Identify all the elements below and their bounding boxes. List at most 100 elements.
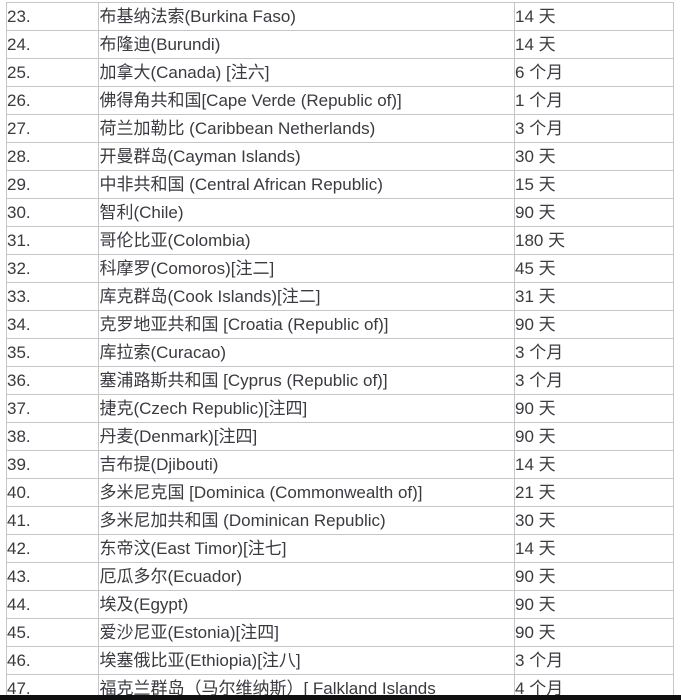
country-name-cell: 埃及(Egypt) [98,590,516,619]
row-number-cell: 45. [5,618,100,647]
stay-duration-cell: 3 个月 [514,366,674,395]
table-row: 30. 智利(Chile) 90 天 [5,198,674,227]
stay-duration-cell: 14 天 [514,2,674,31]
stay-duration-cell: 45 天 [514,254,674,283]
stay-duration-cell: 1 个月 [514,86,674,115]
row-number-cell: 34. [5,310,100,339]
table-row: 45. 爱沙尼亚(Estonia)[注四] 90 天 [5,618,674,647]
stay-duration-cell: 90 天 [514,562,674,591]
table-row: 23. 布基纳法索(Burkina Faso) 14 天 [5,2,674,31]
country-name-cell: 佛得角共和国[Cape Verde (Republic of)] [98,86,516,115]
stay-duration-cell: 3 个月 [514,646,674,675]
visa-free-countries-table: 23. 布基纳法索(Burkina Faso) 14 天 24. 布隆迪(Bur… [5,2,674,700]
table-row: 33. 库克群岛(Cook Islands)[注二] 31 天 [5,282,674,311]
stay-duration-cell: 90 天 [514,310,674,339]
country-name-cell: 布隆迪(Burundi) [98,30,516,59]
table-row: 34. 克罗地亚共和国 [Croatia (Republic of)] 90 天 [5,310,674,339]
table-row: 43. 厄瓜多尔(Ecuador) 90 天 [5,562,674,591]
table-row: 38. 丹麦(Denmark)[注四] 90 天 [5,422,674,451]
row-number-cell: 39. [5,450,100,479]
country-name-cell: 开曼群岛(Cayman Islands) [98,142,516,171]
row-number-cell: 30. [5,198,100,227]
bottom-edge-bar [0,695,681,700]
country-name-cell: 多米尼加共和国 (Dominican Republic) [98,506,516,535]
row-number-cell: 44. [5,590,100,619]
country-name-cell: 丹麦(Denmark)[注四] [98,422,516,451]
row-number-cell: 41. [5,506,100,535]
table-row: 39. 吉布提(Djibouti) 14 天 [5,450,674,479]
table-row: 24. 布隆迪(Burundi) 14 天 [5,30,674,59]
row-number-cell: 36. [5,366,100,395]
table-row: 40. 多米尼克国 [Dominica (Commonwealth of)] 2… [5,478,674,507]
country-name-cell: 塞浦路斯共和国 [Cyprus (Republic of)] [98,366,516,395]
stay-duration-cell: 6 个月 [514,58,674,87]
country-name-cell: 库拉索(Curacao) [98,338,516,367]
row-number-cell: 23. [5,2,100,31]
row-number-cell: 40. [5,478,100,507]
table-row: 27. 荷兰加勒比 (Caribbean Netherlands) 3 个月 [5,114,674,143]
row-number-cell: 31. [5,226,100,255]
row-number-cell: 32. [5,254,100,283]
table-row: 37. 捷克(Czech Republic)[注四] 90 天 [5,394,674,423]
country-name-cell: 埃塞俄比亚(Ethiopia)[注八] [98,646,516,675]
country-name-cell: 布基纳法索(Burkina Faso) [98,2,516,31]
country-name-cell: 厄瓜多尔(Ecuador) [98,562,516,591]
table-row: 41. 多米尼加共和国 (Dominican Republic) 30 天 [5,506,674,535]
stay-duration-cell: 14 天 [514,450,674,479]
country-name-cell: 哥伦比亚(Colombia) [98,226,516,255]
country-name-cell: 科摩罗(Comoros)[注二] [98,254,516,283]
country-name-cell: 库克群岛(Cook Islands)[注二] [98,282,516,311]
stay-duration-cell: 14 天 [514,30,674,59]
row-number-cell: 33. [5,282,100,311]
row-number-cell: 42. [5,534,100,563]
table-row: 32. 科摩罗(Comoros)[注二] 45 天 [5,254,674,283]
row-number-cell: 43. [5,562,100,591]
stay-duration-cell: 90 天 [514,590,674,619]
country-name-cell: 荷兰加勒比 (Caribbean Netherlands) [98,114,516,143]
table-body: 23. 布基纳法索(Burkina Faso) 14 天 24. 布隆迪(Bur… [5,2,674,700]
stay-duration-cell: 15 天 [514,170,674,199]
row-number-cell: 28. [5,142,100,171]
row-number-cell: 37. [5,394,100,423]
row-number-cell: 46. [5,646,100,675]
country-name-cell: 东帝汶(East Timor)[注七] [98,534,516,563]
stay-duration-cell: 90 天 [514,198,674,227]
country-name-cell: 吉布提(Djibouti) [98,450,516,479]
table-row: 29. 中非共和国 (Central African Republic) 15 … [5,170,674,199]
stay-duration-cell: 14 天 [514,534,674,563]
country-name-cell: 克罗地亚共和国 [Croatia (Republic of)] [98,310,516,339]
row-number-cell: 29. [5,170,100,199]
table-row: 31. 哥伦比亚(Colombia) 180 天 [5,226,674,255]
stay-duration-cell: 90 天 [514,394,674,423]
row-number-cell: 25. [5,58,100,87]
table-row: 36. 塞浦路斯共和国 [Cyprus (Republic of)] 3 个月 [5,366,674,395]
table-row: 44. 埃及(Egypt) 90 天 [5,590,674,619]
stay-duration-cell: 31 天 [514,282,674,311]
country-name-cell: 中非共和国 (Central African Republic) [98,170,516,199]
stay-duration-cell: 3 个月 [514,338,674,367]
stay-duration-cell: 180 天 [514,226,674,255]
table-row: 42. 东帝汶(East Timor)[注七] 14 天 [5,534,674,563]
stay-duration-cell: 90 天 [514,422,674,451]
table-row: 28. 开曼群岛(Cayman Islands) 30 天 [5,142,674,171]
row-number-cell: 38. [5,422,100,451]
country-name-cell: 捷克(Czech Republic)[注四] [98,394,516,423]
stay-duration-cell: 90 天 [514,618,674,647]
table-row: 46. 埃塞俄比亚(Ethiopia)[注八] 3 个月 [5,646,674,675]
stay-duration-cell: 30 天 [514,142,674,171]
country-name-cell: 爱沙尼亚(Estonia)[注四] [98,618,516,647]
table-row: 25. 加拿大(Canada) [注六] 6 个月 [5,58,674,87]
row-number-cell: 27. [5,114,100,143]
table-row: 26. 佛得角共和国[Cape Verde (Republic of)] 1 个… [5,86,674,115]
country-name-cell: 多米尼克国 [Dominica (Commonwealth of)] [98,478,516,507]
country-name-cell: 智利(Chile) [98,198,516,227]
stay-duration-cell: 3 个月 [514,114,674,143]
row-number-cell: 26. [5,86,100,115]
stay-duration-cell: 30 天 [514,506,674,535]
stay-duration-cell: 21 天 [514,478,674,507]
row-number-cell: 35. [5,338,100,367]
table-row: 35. 库拉索(Curacao) 3 个月 [5,338,674,367]
row-number-cell: 24. [5,30,100,59]
country-name-cell: 加拿大(Canada) [注六] [98,58,516,87]
